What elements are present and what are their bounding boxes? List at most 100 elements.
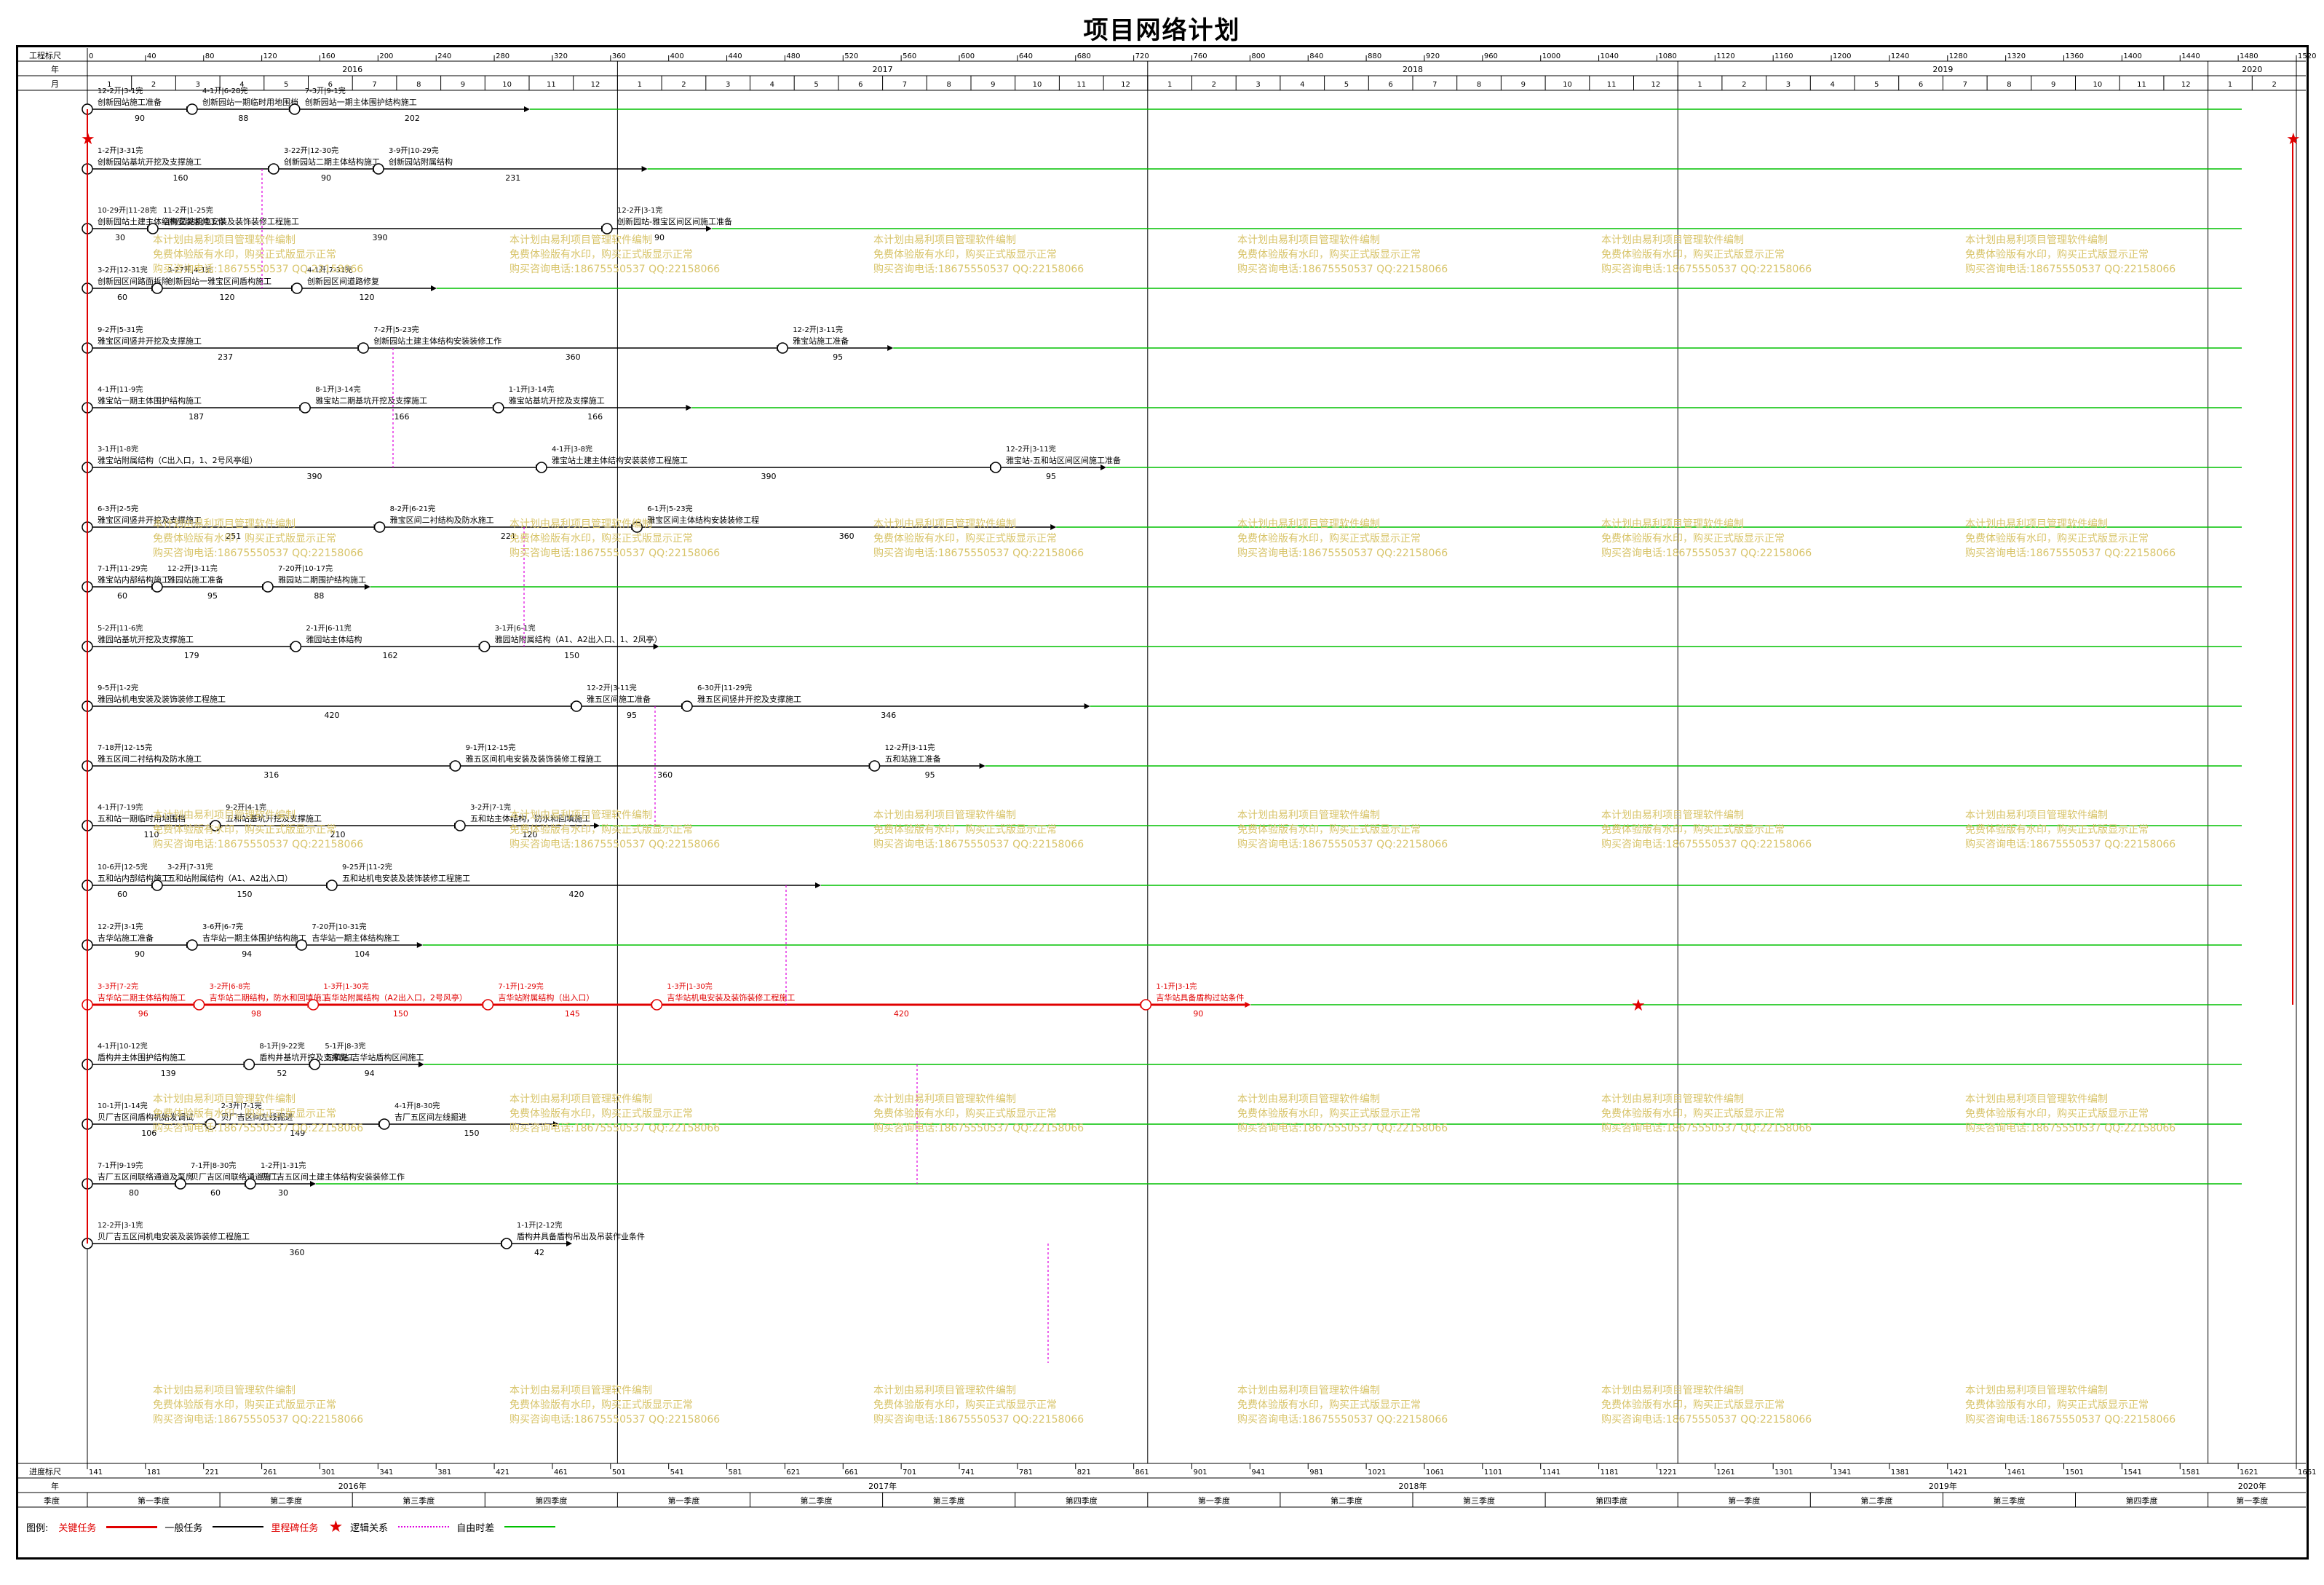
task-dates: 1-2开|1-31完 [261,1161,306,1170]
watermark-text: 购买咨询电话:18675550537 QQ:22158066 [873,1414,1084,1426]
watermark-text: 免费体验版有水印，购买正式版显示正常 [153,824,336,836]
watermark-text: 免费体验版有水印，购买正式版显示正常 [1601,533,1785,545]
task-label: 雅园站机电安装及装饰装修工程施工 [98,694,226,704]
watermark-text: 本计划由易利项目管理软件编制 [1965,810,2108,821]
node-circle [243,1059,255,1070]
task-dates: 8-1开|3-14完 [315,384,360,394]
scale-tick-label: 1120 [1716,52,1734,60]
task-duration: 90 [135,114,145,123]
scale-tick-label: 560 [903,52,916,60]
bottom-tick-label: 701 [903,1469,916,1477]
task-dates: 1-2开|3-31完 [98,146,143,155]
task-label: 雅五区间施工准备 [587,694,651,704]
year-label: 2017 [873,65,893,74]
legend-float-label: 自由时差 [456,1522,495,1534]
watermark-text: 购买咨询电话:18675550537 QQ:22158066 [153,264,364,275]
task-dates: 1-1开|2-12完 [517,1220,562,1230]
task-dates: 2-3开|7-1完 [221,1101,262,1110]
task-label: 吉华站二期主体结构施工 [98,992,186,1003]
watermark-text: 购买咨询电话:18675550537 QQ:22158066 [1601,548,1812,559]
watermark-text: 免费体验版有水印，购买正式版显示正常 [1965,249,2149,261]
task-duration: 52 [277,1069,287,1078]
node-circle [245,1178,256,1190]
task-arrowhead [524,106,530,112]
month-label: 9 [461,81,465,89]
task-duration: 90 [654,233,665,242]
month-label: 1 [1167,81,1172,89]
watermark-text: 免费体验版有水印，购买正式版显示正常 [1965,533,2149,545]
node-circle [186,103,198,115]
bottom-tick-label: 341 [379,1469,393,1477]
task-arrowhead [887,345,894,351]
node-circle [186,939,198,951]
bottom-tick-label: 1341 [1833,1469,1851,1477]
bottom-tick-label: 1661 [2298,1469,2316,1477]
scale-tick-label: 680 [1077,52,1091,60]
task-dates: 7-1开|8-30完 [191,1161,236,1170]
bottom-tick-label: 261 [263,1469,277,1477]
task-dates: 6-3开|2-5完 [98,504,138,513]
task-label: 创新园站一期临时用地围档 [202,97,298,107]
month-label: 11 [1076,81,1086,89]
watermark-text: 本计划由易利项目管理软件编制 [1601,1094,1744,1105]
task-duration: 90 [135,949,145,959]
task-duration: 150 [393,1009,408,1019]
watermark-text: 本计划由易利项目管理软件编制 [873,1385,1016,1396]
scale-tick-label: 1040 [1601,52,1619,60]
scale-top-label: 工程标尺 [29,50,61,60]
task-dates: 4-1开|7-19完 [98,802,143,812]
task-label: 创新园站基坑开挖及支撑施工 [98,157,202,167]
month-label: 7 [1432,81,1437,89]
watermark-text: 购买咨询电话:18675550537 QQ:22158066 [153,1123,364,1134]
watermark-text: 本计划由易利项目管理软件编制 [1237,810,1380,821]
scale-tick-label: 1000 [1542,52,1560,60]
scale-tick-label: 880 [1368,52,1381,60]
watermark-text: 购买咨询电话:18675550537 QQ:22158066 [1965,1414,2176,1426]
task-dates: 9-2开|4-1完 [226,802,266,812]
scale-tick-label: 1400 [2123,52,2141,60]
watermark-text: 本计划由易利项目管理软件编制 [873,810,1016,821]
task-arrowhead [566,1241,572,1246]
task-duration: 166 [394,412,410,422]
year-label: 2018 [1403,65,1423,74]
task-dates: 7-1开|1-29完 [498,981,543,991]
legend-title: 图例: [26,1522,49,1534]
task-dates: 9-1开|12-15完 [466,743,516,752]
watermark-text: 免费体验版有水印，购买正式版显示正常 [509,1399,693,1411]
watermark-text: 购买咨询电话:18675550537 QQ:22158066 [873,264,1084,275]
task-label: 雅宝站基坑开挖及支撑施工 [509,395,605,406]
quarter-text: 第一季度 [138,1495,170,1506]
watermark-text: 免费体验版有水印，购买正式版显示正常 [153,1108,336,1120]
scale-tick-label: 0 [89,52,93,60]
watermark-text: 本计划由易利项目管理软件编制 [509,234,652,246]
scale-tick-label: 1440 [2181,52,2200,60]
task-duration: 221 [501,531,516,541]
task-duration: 120 [220,293,235,302]
watermark-text: 购买咨询电话:18675550537 QQ:22158066 [1237,264,1448,275]
milestone-star-icon: ★ [81,130,95,149]
watermark-text: 免费体验版有水印，购买正式版显示正常 [153,1399,336,1411]
task-label: 五和站一期临时用地围档 [98,813,186,823]
scale-tick-label: 80 [205,52,215,60]
bottom-year-label: 2018年 [1399,1481,1427,1491]
task-dates: 3-27开|4-1完 [167,265,213,274]
watermark-text: 本计划由易利项目管理软件编制 [873,518,1016,530]
bottom-tick-label: 1581 [2181,1469,2200,1477]
task-label: 盾构井基坑开挖及支撑施工 [259,1052,355,1062]
month-label: 1 [2228,81,2232,89]
task-label: 贝厂吉区间左线掘进 [221,1112,293,1122]
watermark-text: 购买咨询电话:18675550537 QQ:22158066 [1601,1123,1812,1134]
task-dates: 9-5开|1-2完 [98,683,138,692]
task-arrowhead [815,882,821,888]
watermark-text: 本计划由易利项目管理软件编制 [509,810,652,821]
task-label: 雅园站主体结构 [306,634,362,644]
task-duration: 150 [237,890,253,899]
task-dates: 3-1开|6-1完 [495,623,536,633]
legend-float-line [504,1526,556,1527]
bottom-tick-label: 541 [670,1469,684,1477]
milestone-star-icon: ★ [2286,130,2301,149]
watermark-text: 免费体验版有水印，购买正式版显示正常 [1965,1108,2149,1120]
task-label: 五和站基坑开挖及支撑施工 [226,813,322,823]
bottom-tick-label: 741 [961,1469,975,1477]
task-duration: 390 [307,472,322,481]
